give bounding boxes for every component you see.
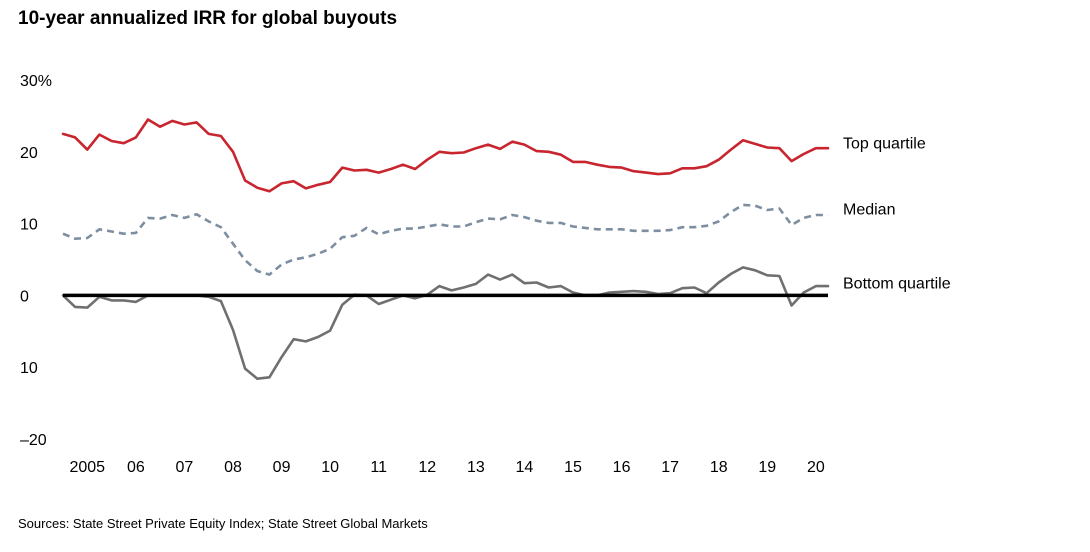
x-tick-label-12: 17 — [661, 459, 679, 476]
x-axis: 2005 06 07 08 09 10 11 12 13 14 15 16 17 18 19 20 — [69, 459, 824, 476]
series-line-top-quartile — [61, 118, 830, 193]
x-tick-label-9: 14 — [516, 459, 534, 476]
series-label-median: Median — [843, 202, 895, 219]
y-tick-label-1: 20 — [20, 145, 38, 162]
y-tick-label-0: 30% — [20, 73, 52, 90]
x-tick-label-5: 10 — [321, 459, 339, 476]
x-tick-label-8: 13 — [467, 459, 485, 476]
x-tick-label-10: 15 — [564, 459, 582, 476]
x-tick-label-3: 08 — [224, 459, 242, 476]
chart-title: 10-year annualized IRR for global buyout… — [18, 8, 398, 29]
x-tick-label-13: 18 — [710, 459, 728, 476]
x-tick-label-0: 2005 — [69, 459, 105, 476]
y-axis: 30% 20 10 0 10 –20 — [20, 73, 52, 449]
x-tick-label-7: 12 — [418, 459, 436, 476]
series-layer — [61, 118, 830, 381]
x-tick-label-6: 11 — [370, 459, 387, 476]
source-note: Sources: State Street Private Equity Ind… — [18, 516, 428, 531]
series-line-median — [62, 203, 828, 276]
series-label-bottom-quartile: Bottom quartile — [843, 275, 951, 292]
x-tick-label-14: 19 — [758, 459, 776, 476]
x-tick-label-4: 09 — [273, 459, 291, 476]
y-tick-label-5: –20 — [20, 432, 47, 449]
series-line-bottom-quartile — [61, 266, 830, 381]
y-tick-label-2: 10 — [20, 217, 38, 234]
x-tick-label-1: 06 — [127, 459, 145, 476]
legend-labels: Top quartile Median Bottom quartile — [843, 135, 951, 292]
y-tick-label-3: 0 — [20, 288, 29, 305]
x-tick-label-15: 20 — [807, 459, 825, 476]
series-label-top-quartile: Top quartile — [843, 135, 926, 152]
x-tick-label-2: 07 — [176, 459, 194, 476]
x-tick-label-11: 16 — [613, 459, 631, 476]
y-tick-label-4: 10 — [20, 360, 38, 377]
